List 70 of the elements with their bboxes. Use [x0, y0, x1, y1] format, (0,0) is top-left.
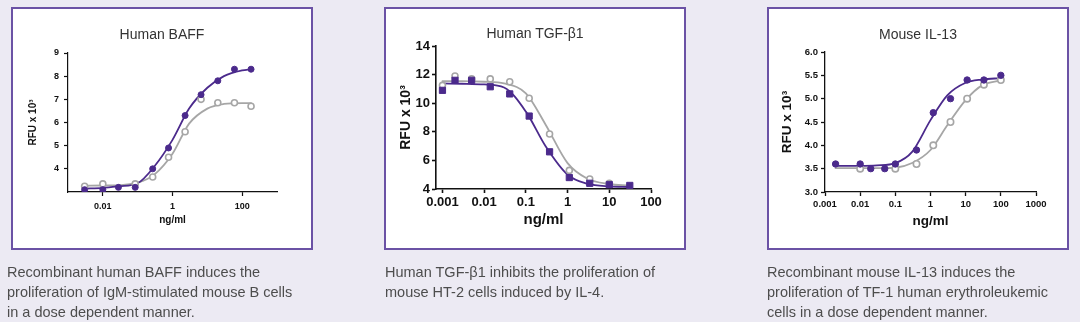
- point: [197, 91, 205, 99]
- y-tick-label: 10: [415, 94, 430, 110]
- point: [214, 77, 222, 85]
- point: [486, 75, 495, 83]
- chart-title: Human BAFF: [119, 25, 205, 42]
- point: [81, 186, 89, 192]
- chart-title: Mouse IL-13: [879, 25, 958, 42]
- y-axis-title: RFU x 10³: [778, 90, 794, 154]
- point: [545, 130, 554, 138]
- x-tick-label: 0.001: [813, 198, 838, 210]
- y-tick-label: 3.5: [804, 162, 819, 174]
- point: [506, 90, 514, 98]
- x-tick-label: 100: [992, 198, 1009, 210]
- point: [486, 83, 494, 91]
- y-tick-label: 12: [415, 66, 430, 82]
- y-tick-label: 3.0: [804, 185, 818, 197]
- point: [230, 65, 238, 73]
- x-tick-label: 0.01: [94, 200, 112, 211]
- point: [165, 144, 173, 152]
- point: [505, 77, 514, 86]
- x-tick-label: 0.1: [888, 198, 903, 210]
- point: [565, 166, 574, 175]
- x-axis-title: ng/ml: [159, 213, 187, 225]
- point: [247, 65, 255, 73]
- x-tick-label: 0.01: [850, 198, 871, 210]
- x-axis-title: ng/ml: [523, 210, 564, 228]
- y-tick-label: 7: [53, 93, 59, 104]
- x-tick-label: 1000: [1025, 198, 1047, 210]
- point: [586, 179, 594, 187]
- y-tick-label: 4.0: [804, 138, 818, 150]
- y-tick-label: 5.5: [804, 68, 819, 80]
- x-tick-label: 100: [640, 194, 662, 210]
- y-tick-label: 6: [422, 151, 430, 167]
- point: [626, 181, 634, 189]
- x-tick-label: 0.01: [471, 194, 497, 210]
- y-axis-title: RFU x 10³: [396, 84, 413, 150]
- y-tick-label: 4: [53, 163, 59, 174]
- point: [99, 180, 107, 188]
- point: [525, 112, 533, 120]
- y-tick-label: 8: [422, 123, 430, 139]
- point: [99, 186, 107, 192]
- y-tick-label: 6: [53, 116, 59, 127]
- y-tick-label: 8: [53, 70, 59, 81]
- point: [149, 165, 157, 173]
- y-tick-label: 4.5: [804, 115, 819, 127]
- chart-title: Human TGF-β1: [486, 24, 584, 41]
- x-tick-label: 10: [960, 198, 971, 210]
- text: Human TGF-β1 inhibits the proliferation of mouse HT-2 cells induced by IL-4.: [385, 263, 656, 302]
- point: [114, 183, 122, 191]
- x-tick-label: 0.001: [426, 194, 459, 210]
- point: [181, 112, 189, 120]
- x-tick-label: 1: [927, 198, 934, 210]
- point: [545, 148, 554, 156]
- y-tick-label: 6.0: [804, 45, 818, 57]
- x-tick-label: 0.1: [516, 194, 535, 210]
- text: Recombinant human BAFF induces the proliferation of IgM-stimulated mouse B cells in a dose dependent manner.: [7, 263, 294, 322]
- point: [525, 94, 533, 102]
- x-tick-label: 1: [563, 194, 572, 210]
- x-tick-label: 10: [602, 194, 617, 210]
- point: [565, 173, 573, 182]
- y-tick-label: 9: [53, 47, 59, 58]
- y-tick-label: 4: [422, 180, 431, 196]
- y-tick-label: 5: [53, 140, 59, 151]
- y-tick-label: 14: [415, 37, 431, 53]
- y-axis-title: RFU x 10³: [26, 98, 38, 146]
- x-tick-label: 1: [169, 200, 176, 211]
- text: Recombinant mouse IL-13 induces the proliferation of TF-1 human erythroleukemic cells in a dose dependent manner.: [767, 263, 1049, 322]
- y-tick-label: 5.0: [804, 92, 818, 104]
- x-axis-title: ng/ml: [912, 212, 949, 228]
- x-tick-label: 100: [234, 200, 250, 211]
